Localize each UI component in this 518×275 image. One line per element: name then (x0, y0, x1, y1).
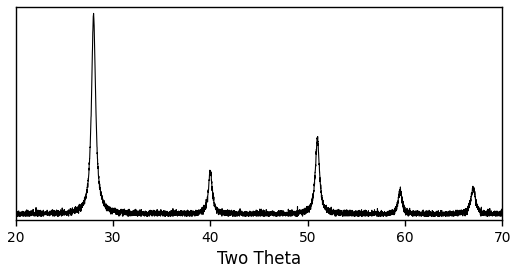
X-axis label: Two Theta: Two Theta (217, 250, 301, 268)
